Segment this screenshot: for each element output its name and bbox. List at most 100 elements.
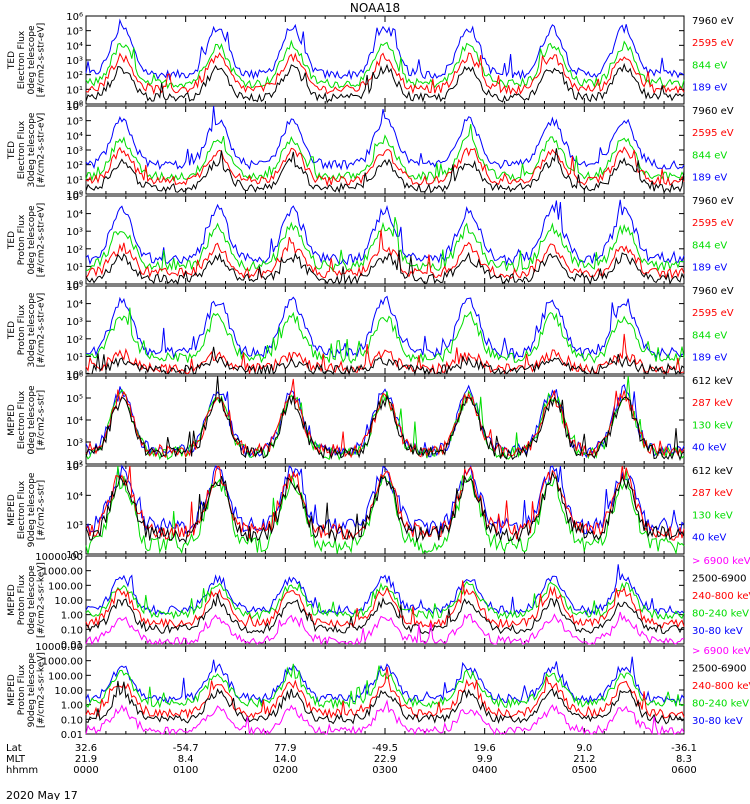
panel-6: 10⁵ 10⁴ 10³ 10² MEPEDElectron Flux90deg tele… (7, 462, 733, 561)
series-trace (85, 580, 685, 629)
series-trace (85, 464, 685, 536)
ephemeris-value: -49.5 (372, 743, 398, 754)
y-tick-label: 10⁵ (66, 117, 83, 128)
y-axis-label-line: MEPED (7, 584, 17, 616)
y-axis-label-line: 0deg telescope (27, 205, 37, 275)
y-tick-label: 10¹ (66, 175, 83, 186)
panel-frame (85, 645, 685, 735)
y-tick-label: 10⁴ (66, 300, 83, 311)
ephemeris-axis: Lat 32.6 -54.7 77.9 -49.5 19.6 9.0 -36.1 MLT 21.9… (6, 743, 697, 776)
ephemeris-value: 21.2 (573, 754, 595, 765)
ephemeris-value: -54.7 (173, 743, 199, 754)
y-axis-label-line: 90deg telescope (27, 472, 37, 547)
legend-entry: 40 keV (692, 532, 726, 543)
y-tick-label: 10⁵ (66, 282, 83, 293)
y-tick-label: 1.00 (61, 611, 83, 622)
panel-1: 10⁶ 10⁵ 10⁴ 10³ 10² 10¹ 10⁰ TEDElectron Flux0de… (7, 12, 734, 111)
series-trace (85, 564, 685, 616)
ephemeris-row-label: hhmm (6, 765, 38, 776)
y-axis-label-line: TED (7, 321, 17, 340)
legend-entry: 80-240 keV (692, 698, 749, 709)
legend-entry: 844 eV (692, 240, 727, 251)
series-trace (85, 62, 685, 104)
y-tick-label: 100.00 (48, 671, 83, 682)
y-axis-label-line: Proton Flux (17, 214, 27, 265)
legend-entry: > 6900 keV (692, 556, 750, 567)
y-axis-label-line: MEPED (7, 494, 17, 526)
y-tick-label: 10³ (66, 521, 83, 532)
y-axis-label-line: Electron Flux (17, 390, 27, 449)
date-label: 2020 May 17 (6, 789, 78, 800)
y-tick-label: 10⁰ (66, 280, 83, 291)
legend-entry: 612 keV (692, 376, 733, 387)
y-tick-label: 0.10 (61, 715, 83, 726)
y-tick-label: 1000.00 (42, 567, 83, 578)
legend-entry: 2500-6900 (692, 573, 747, 584)
y-axis-label-line: 0deg telescope (27, 25, 37, 95)
ephemeris-value: 22.9 (374, 754, 396, 765)
legend-entry: 80-240 keV (692, 608, 749, 619)
legend-entry: 287 keV (692, 488, 733, 499)
ephemeris-value: 77.9 (274, 743, 296, 754)
y-axis-label-line: Proton Flux (17, 304, 27, 355)
legend-entry: 7960 eV (692, 16, 734, 27)
y-tick-label: 10⁶ (66, 12, 83, 23)
ephemeris-value: 0500 (572, 765, 597, 776)
series-trace (85, 199, 685, 267)
y-tick-label: 10³ (66, 438, 83, 449)
y-axis-label-line: Electron Flux (17, 30, 27, 89)
legend-entry: 844 eV (692, 60, 727, 71)
y-axis-label-line: [#/cm2-s-str-eV] (37, 293, 47, 368)
y-tick-label: 10.00 (54, 596, 83, 607)
y-tick-label: 1000.00 (42, 657, 83, 668)
y-tick-label: 0.01 (61, 640, 83, 651)
ephemeris-row-label: MLT (6, 754, 26, 765)
panel-frame (85, 105, 685, 195)
panel-5: 10⁶ 10⁵ 10⁴ 10³ 10² MEPEDElectron Flux0deg te… (7, 372, 733, 471)
ephemeris-value: 9.9 (477, 754, 493, 765)
y-axis-label-line: [#/cm2-s-str-eV] (37, 23, 47, 98)
series-trace (85, 663, 685, 710)
ephemeris-value: 8.3 (676, 754, 692, 765)
series-trace (85, 611, 685, 646)
y-axis-label-line: Electron Flux (17, 120, 27, 179)
ephemeris-value: 0400 (472, 765, 497, 776)
y-tick-label: 10⁴ (66, 210, 83, 221)
y-tick-label: 10⁴ (66, 41, 83, 52)
y-axis-label: TEDElectron Flux30deg telescope[#/cm2-s-… (7, 112, 47, 187)
ephemeris-value: 14.0 (274, 754, 296, 765)
y-tick-label: 10² (66, 335, 83, 346)
legend-entry: 844 eV (692, 150, 727, 161)
y-tick-label: 10³ (66, 56, 83, 67)
panel-7: 10000.00 1000.00 100.00 10.00 1.00 0.10 0.01 ME… (7, 552, 750, 651)
legend-entry: 7960 eV (692, 106, 734, 117)
ephemeris-value: 32.6 (75, 743, 97, 754)
series-trace (85, 378, 685, 460)
panel-frame (85, 195, 685, 285)
y-axis-label: MEPEDElectron Flux0deg telescope[#/cm2-s… (7, 385, 47, 455)
y-axis-label-line: TED (7, 231, 17, 250)
series-trace (85, 375, 685, 462)
series-trace (85, 249, 685, 286)
series-trace (85, 346, 685, 376)
y-tick-label: 1.00 (61, 701, 83, 712)
y-tick-label: 10⁴ (66, 131, 83, 142)
y-axis-label-line: TED (7, 51, 17, 70)
y-tick-label: 10³ (66, 317, 83, 328)
y-tick-label: 10000.00 (35, 552, 83, 563)
y-tick-label: 10.00 (54, 686, 83, 697)
legend-entry: 189 eV (692, 352, 727, 363)
y-tick-label: 10000.00 (35, 642, 83, 653)
legend-entry: 189 eV (692, 82, 727, 93)
panel-frame (85, 465, 685, 555)
series-trace (85, 124, 685, 182)
ephemeris-value: 0600 (671, 765, 696, 776)
y-tick-label: 10⁰ (66, 370, 83, 381)
legend-entry: 2595 eV (692, 38, 734, 49)
y-axis-label-line: [#/cm2-s-str] (37, 480, 47, 540)
ephemeris-value: -36.1 (671, 743, 697, 754)
panel-4: 10⁵ 10⁴ 10³ 10² 10¹ 10⁰ TEDProton Flux30deg te… (7, 282, 734, 381)
series-trace (86, 295, 685, 360)
y-tick-label: 100.00 (48, 581, 83, 592)
